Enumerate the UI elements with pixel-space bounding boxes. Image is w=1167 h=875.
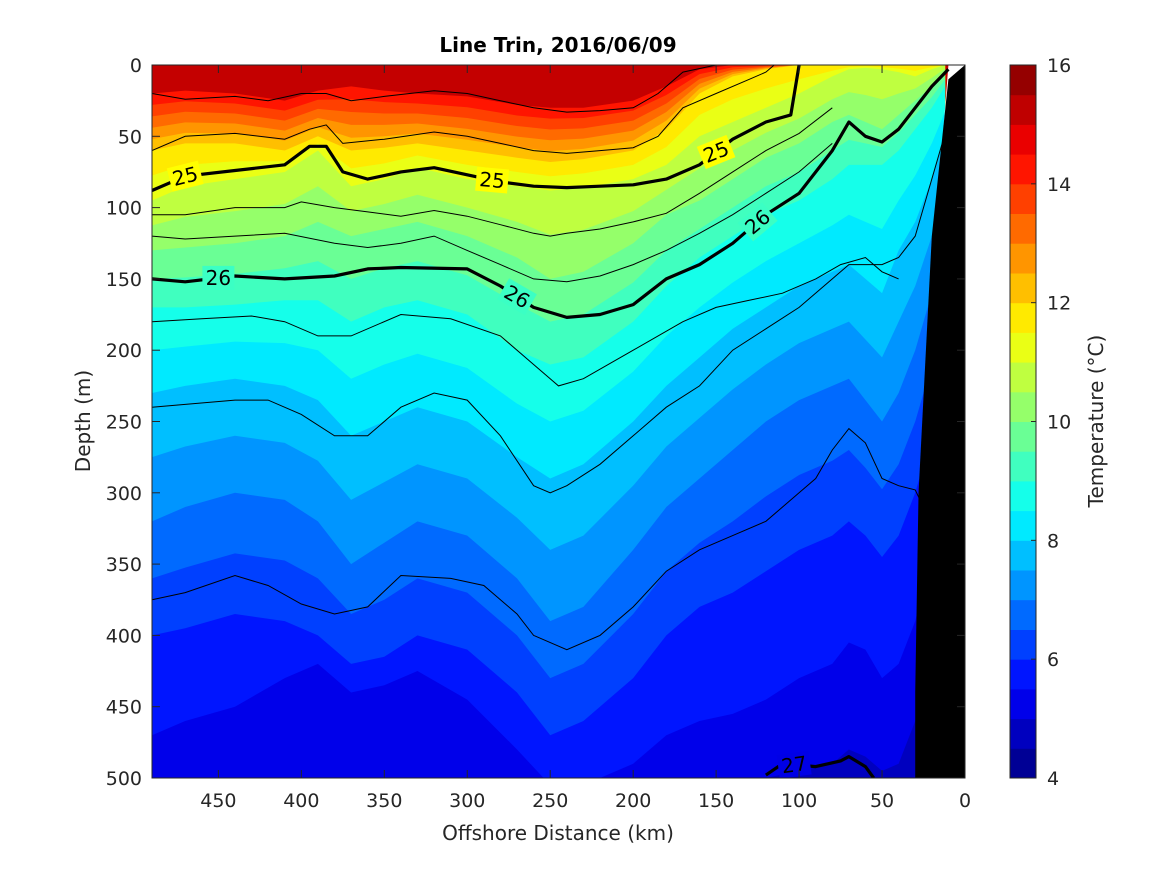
colorbar-swatch	[1010, 332, 1036, 363]
y-tick-label: 200	[106, 340, 142, 362]
contour-label-bg	[737, 202, 778, 242]
colorbar-tick-label: 6	[1047, 649, 1059, 671]
y-tick-label: 400	[106, 625, 142, 647]
plot-area	[152, 65, 965, 778]
colorbar-swatch	[1010, 510, 1036, 541]
contour-label: 25	[166, 160, 204, 192]
contour-label-text: 25	[170, 161, 201, 190]
colorbar-swatch	[1010, 659, 1036, 690]
x-tick-label: 450	[200, 790, 236, 812]
colorbar-swatch	[1010, 688, 1036, 720]
density-contour-thin	[152, 143, 833, 283]
x-axis-label: Offshore Distance (km)	[442, 821, 674, 845]
y-tick-label: 450	[106, 697, 142, 719]
y-tick-label: 500	[106, 768, 142, 790]
colorbar-swatch	[1010, 183, 1036, 214]
density-contour-26	[152, 68, 950, 319]
density-contour-thin	[152, 65, 791, 113]
colorbar-label: Temperature (°C)	[1084, 335, 1108, 509]
colorbar-swatch	[1010, 302, 1036, 333]
colorbar-swatch	[1010, 213, 1036, 244]
colorbar-swatch	[1010, 154, 1036, 185]
colorbar-swatch	[1010, 629, 1036, 660]
y-tick-label: 150	[106, 269, 142, 291]
density-contour-thin	[152, 427, 924, 651]
density-contour-thin	[152, 65, 775, 154]
y-tick-label: 50	[118, 126, 142, 148]
contour-label-bg	[202, 265, 235, 290]
y-tick-label: 300	[106, 483, 142, 505]
contour-label-bg	[475, 166, 510, 194]
y-tick-label: 250	[106, 412, 142, 434]
colorbar-tick-label: 4	[1047, 768, 1059, 790]
temperature-band	[152, 350, 946, 778]
contour-label: 26	[202, 265, 235, 290]
x-tick-label: 300	[449, 790, 485, 812]
colorbar-swatch	[1010, 570, 1036, 601]
contour-label: 27	[776, 750, 812, 778]
colorbar-tick-label: 10	[1047, 412, 1071, 434]
colorbar-swatch	[1010, 451, 1036, 482]
colorbar-swatch	[1010, 421, 1036, 452]
axes: 450 400 350 300 250 200 150 100 50 00501001502002…	[106, 55, 971, 812]
colorbar-swatch	[1010, 480, 1036, 512]
colorbar-tick-label: 12	[1047, 293, 1071, 315]
colorbar-swatch	[1010, 718, 1036, 749]
contour-label-bg	[696, 134, 736, 170]
y-tick-label: 100	[106, 198, 142, 220]
contour-label-text: 25	[478, 167, 505, 193]
colorbar-swatch	[1010, 748, 1036, 779]
colorbar-swatch	[1010, 391, 1036, 422]
contour-label-text: 26	[206, 266, 231, 290]
x-tick-label: 400	[283, 790, 319, 812]
contour-label-bg	[166, 160, 204, 192]
land-mask	[915, 65, 965, 778]
x-tick-label: 200	[615, 790, 651, 812]
x-tick-label: 350	[366, 790, 402, 812]
colorbar-swatch	[1010, 243, 1036, 274]
colorbar-swatch	[1010, 599, 1036, 630]
colorbar-swatch	[1010, 124, 1036, 155]
x-tick-label: 250	[532, 790, 568, 812]
colorbar-tick-label: 16	[1047, 55, 1071, 77]
x-tick-label: 0	[959, 790, 971, 812]
colorbar-swatch	[1010, 362, 1036, 393]
contour-label-text: 27	[780, 751, 809, 778]
density-contour-thin	[152, 256, 899, 387]
colorbar-swatch	[1010, 94, 1036, 125]
temperature-band	[152, 464, 946, 778]
density-contour-thin	[152, 107, 833, 237]
contour-label-bg	[776, 750, 812, 778]
x-tick-label: 50	[870, 790, 894, 812]
y-tick-label: 0	[130, 55, 142, 77]
colorbar-swatch	[1010, 65, 1036, 96]
colorbar: 4 6 8 10 12 14 16	[1009, 55, 1071, 790]
y-axis-label: Depth (m)	[71, 370, 95, 472]
contour-label: 25	[475, 166, 510, 194]
colorbar-tick-label: 8	[1047, 530, 1059, 552]
x-tick-label: 100	[781, 790, 817, 812]
colorbar-swatch	[1010, 540, 1036, 571]
y-tick-label: 350	[106, 554, 142, 576]
contour-label-bg	[497, 278, 537, 316]
x-tick-label: 150	[698, 790, 734, 812]
chart-title: Line Trin, 2016/06/09	[439, 33, 676, 57]
colorbar-swatch	[1010, 273, 1036, 304]
density-contour-thin	[152, 121, 949, 494]
colorbar-tick-label: 14	[1047, 174, 1071, 196]
